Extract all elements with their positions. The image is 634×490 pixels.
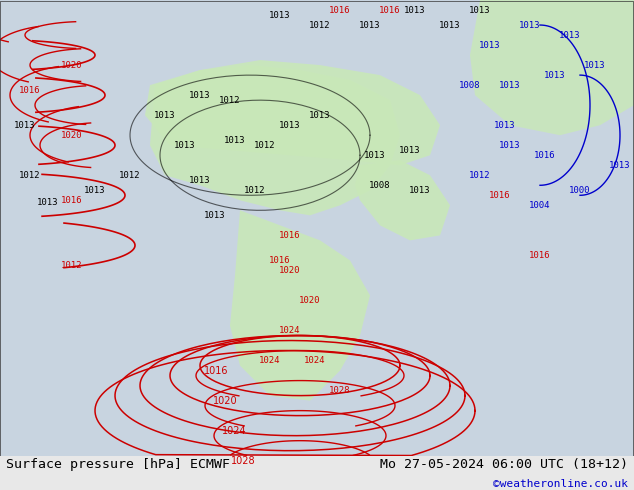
Text: 1024: 1024 <box>259 356 281 365</box>
Text: Mo 27-05-2024 06:00 UTC (18+12): Mo 27-05-2024 06:00 UTC (18+12) <box>380 458 628 471</box>
Text: 1013: 1013 <box>469 5 491 15</box>
Polygon shape <box>470 0 634 135</box>
Text: 1013: 1013 <box>519 21 541 29</box>
Polygon shape <box>145 60 440 165</box>
Text: 1020: 1020 <box>61 131 83 140</box>
Text: 1012: 1012 <box>469 171 491 180</box>
Text: 1024: 1024 <box>304 356 326 365</box>
Text: 1028: 1028 <box>329 386 351 395</box>
Text: 1016: 1016 <box>329 5 351 15</box>
Text: 1012: 1012 <box>219 96 241 105</box>
Text: 1008: 1008 <box>459 81 481 90</box>
Text: 1013: 1013 <box>84 186 106 195</box>
Polygon shape <box>230 210 370 401</box>
Text: 1013: 1013 <box>365 151 385 160</box>
Text: 1013: 1013 <box>559 30 581 40</box>
Text: 1013: 1013 <box>499 141 521 150</box>
Text: 1013: 1013 <box>359 21 381 29</box>
Text: 1013: 1013 <box>609 161 631 170</box>
Text: 1020: 1020 <box>299 296 321 305</box>
Text: 1012: 1012 <box>61 261 83 270</box>
Text: 1016: 1016 <box>534 151 556 160</box>
Text: 1013: 1013 <box>499 81 521 90</box>
Text: 1013: 1013 <box>495 121 515 130</box>
Text: 1020: 1020 <box>212 395 237 406</box>
Text: 1008: 1008 <box>369 181 391 190</box>
Text: 1000: 1000 <box>569 186 591 195</box>
Text: 1004: 1004 <box>529 201 551 210</box>
Text: 1013: 1013 <box>204 211 226 220</box>
Text: 1028: 1028 <box>231 456 256 466</box>
Polygon shape <box>355 160 450 241</box>
Text: 1024: 1024 <box>279 326 301 335</box>
Text: 1016: 1016 <box>489 191 511 200</box>
Text: 1013: 1013 <box>399 146 421 155</box>
Text: 1020: 1020 <box>61 61 83 70</box>
Text: 1013: 1013 <box>37 198 59 207</box>
Text: 1013: 1013 <box>190 176 210 185</box>
Text: 1013: 1013 <box>174 141 196 150</box>
Text: 1012: 1012 <box>244 186 266 195</box>
Text: 1013: 1013 <box>439 21 461 29</box>
Text: 1012: 1012 <box>254 141 276 150</box>
Text: 1024: 1024 <box>222 426 247 436</box>
Text: 1016: 1016 <box>529 251 551 260</box>
Text: 1016: 1016 <box>19 86 41 95</box>
Text: 1012: 1012 <box>119 171 141 180</box>
Text: 1013: 1013 <box>154 111 176 120</box>
Text: 1013: 1013 <box>190 91 210 99</box>
Text: 1013: 1013 <box>544 71 566 79</box>
Text: 1013: 1013 <box>585 61 605 70</box>
Text: 1016: 1016 <box>379 5 401 15</box>
Text: ©weatheronline.co.uk: ©weatheronline.co.uk <box>493 479 628 489</box>
Text: 1020: 1020 <box>279 266 301 275</box>
Text: 1013: 1013 <box>479 41 501 49</box>
Text: 1013: 1013 <box>14 121 36 130</box>
Text: Surface pressure [hPa] ECMWF: Surface pressure [hPa] ECMWF <box>6 458 230 471</box>
Text: 1013: 1013 <box>269 10 291 20</box>
Text: 1016: 1016 <box>269 256 291 265</box>
Text: 1013: 1013 <box>410 186 430 195</box>
Text: 1013: 1013 <box>279 121 301 130</box>
Text: 1012: 1012 <box>19 171 41 180</box>
Text: 1013: 1013 <box>404 5 426 15</box>
Text: 1016: 1016 <box>204 366 228 375</box>
Text: 1016: 1016 <box>61 196 83 205</box>
Text: 1012: 1012 <box>309 21 331 29</box>
Polygon shape <box>150 65 400 215</box>
Text: 1016: 1016 <box>279 231 301 240</box>
Text: 1013: 1013 <box>224 136 246 145</box>
Text: 1013: 1013 <box>309 111 331 120</box>
